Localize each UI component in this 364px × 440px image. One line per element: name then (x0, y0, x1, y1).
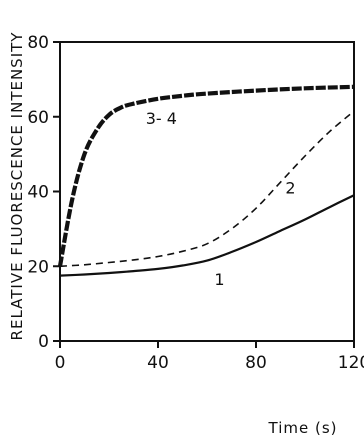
series-line-3 (57, 84, 355, 267)
series-label-1: 1 (214, 270, 224, 289)
labels-layer: 1 2 3- 4 (146, 109, 296, 289)
series-label-3: 3- 4 (146, 109, 177, 128)
y-tick-label: 80 (27, 33, 49, 53)
axis-ticks: 0 20 40 60 80 0 40 80 120 (27, 33, 364, 373)
x-tick-label: 80 (245, 353, 267, 373)
x-tick-label: 40 (147, 353, 169, 373)
y-tick-label: 0 (38, 332, 49, 352)
x-tick-label: 120 (338, 353, 364, 373)
series-line-2 (59, 110, 355, 268)
series-label-2: 2 (285, 178, 295, 197)
x-axis-label: Time (s) (268, 419, 338, 437)
series-line-1 (59, 194, 355, 277)
y-axis-label: RELATIVE FLUORESCENCE INTENSITY (8, 32, 26, 341)
y-tick-label: 60 (27, 108, 49, 128)
x-tick-label: 0 (55, 353, 66, 373)
y-tick-label: 20 (27, 257, 49, 277)
y-tick-label: 40 (27, 183, 49, 203)
series-layer (57, 84, 355, 277)
